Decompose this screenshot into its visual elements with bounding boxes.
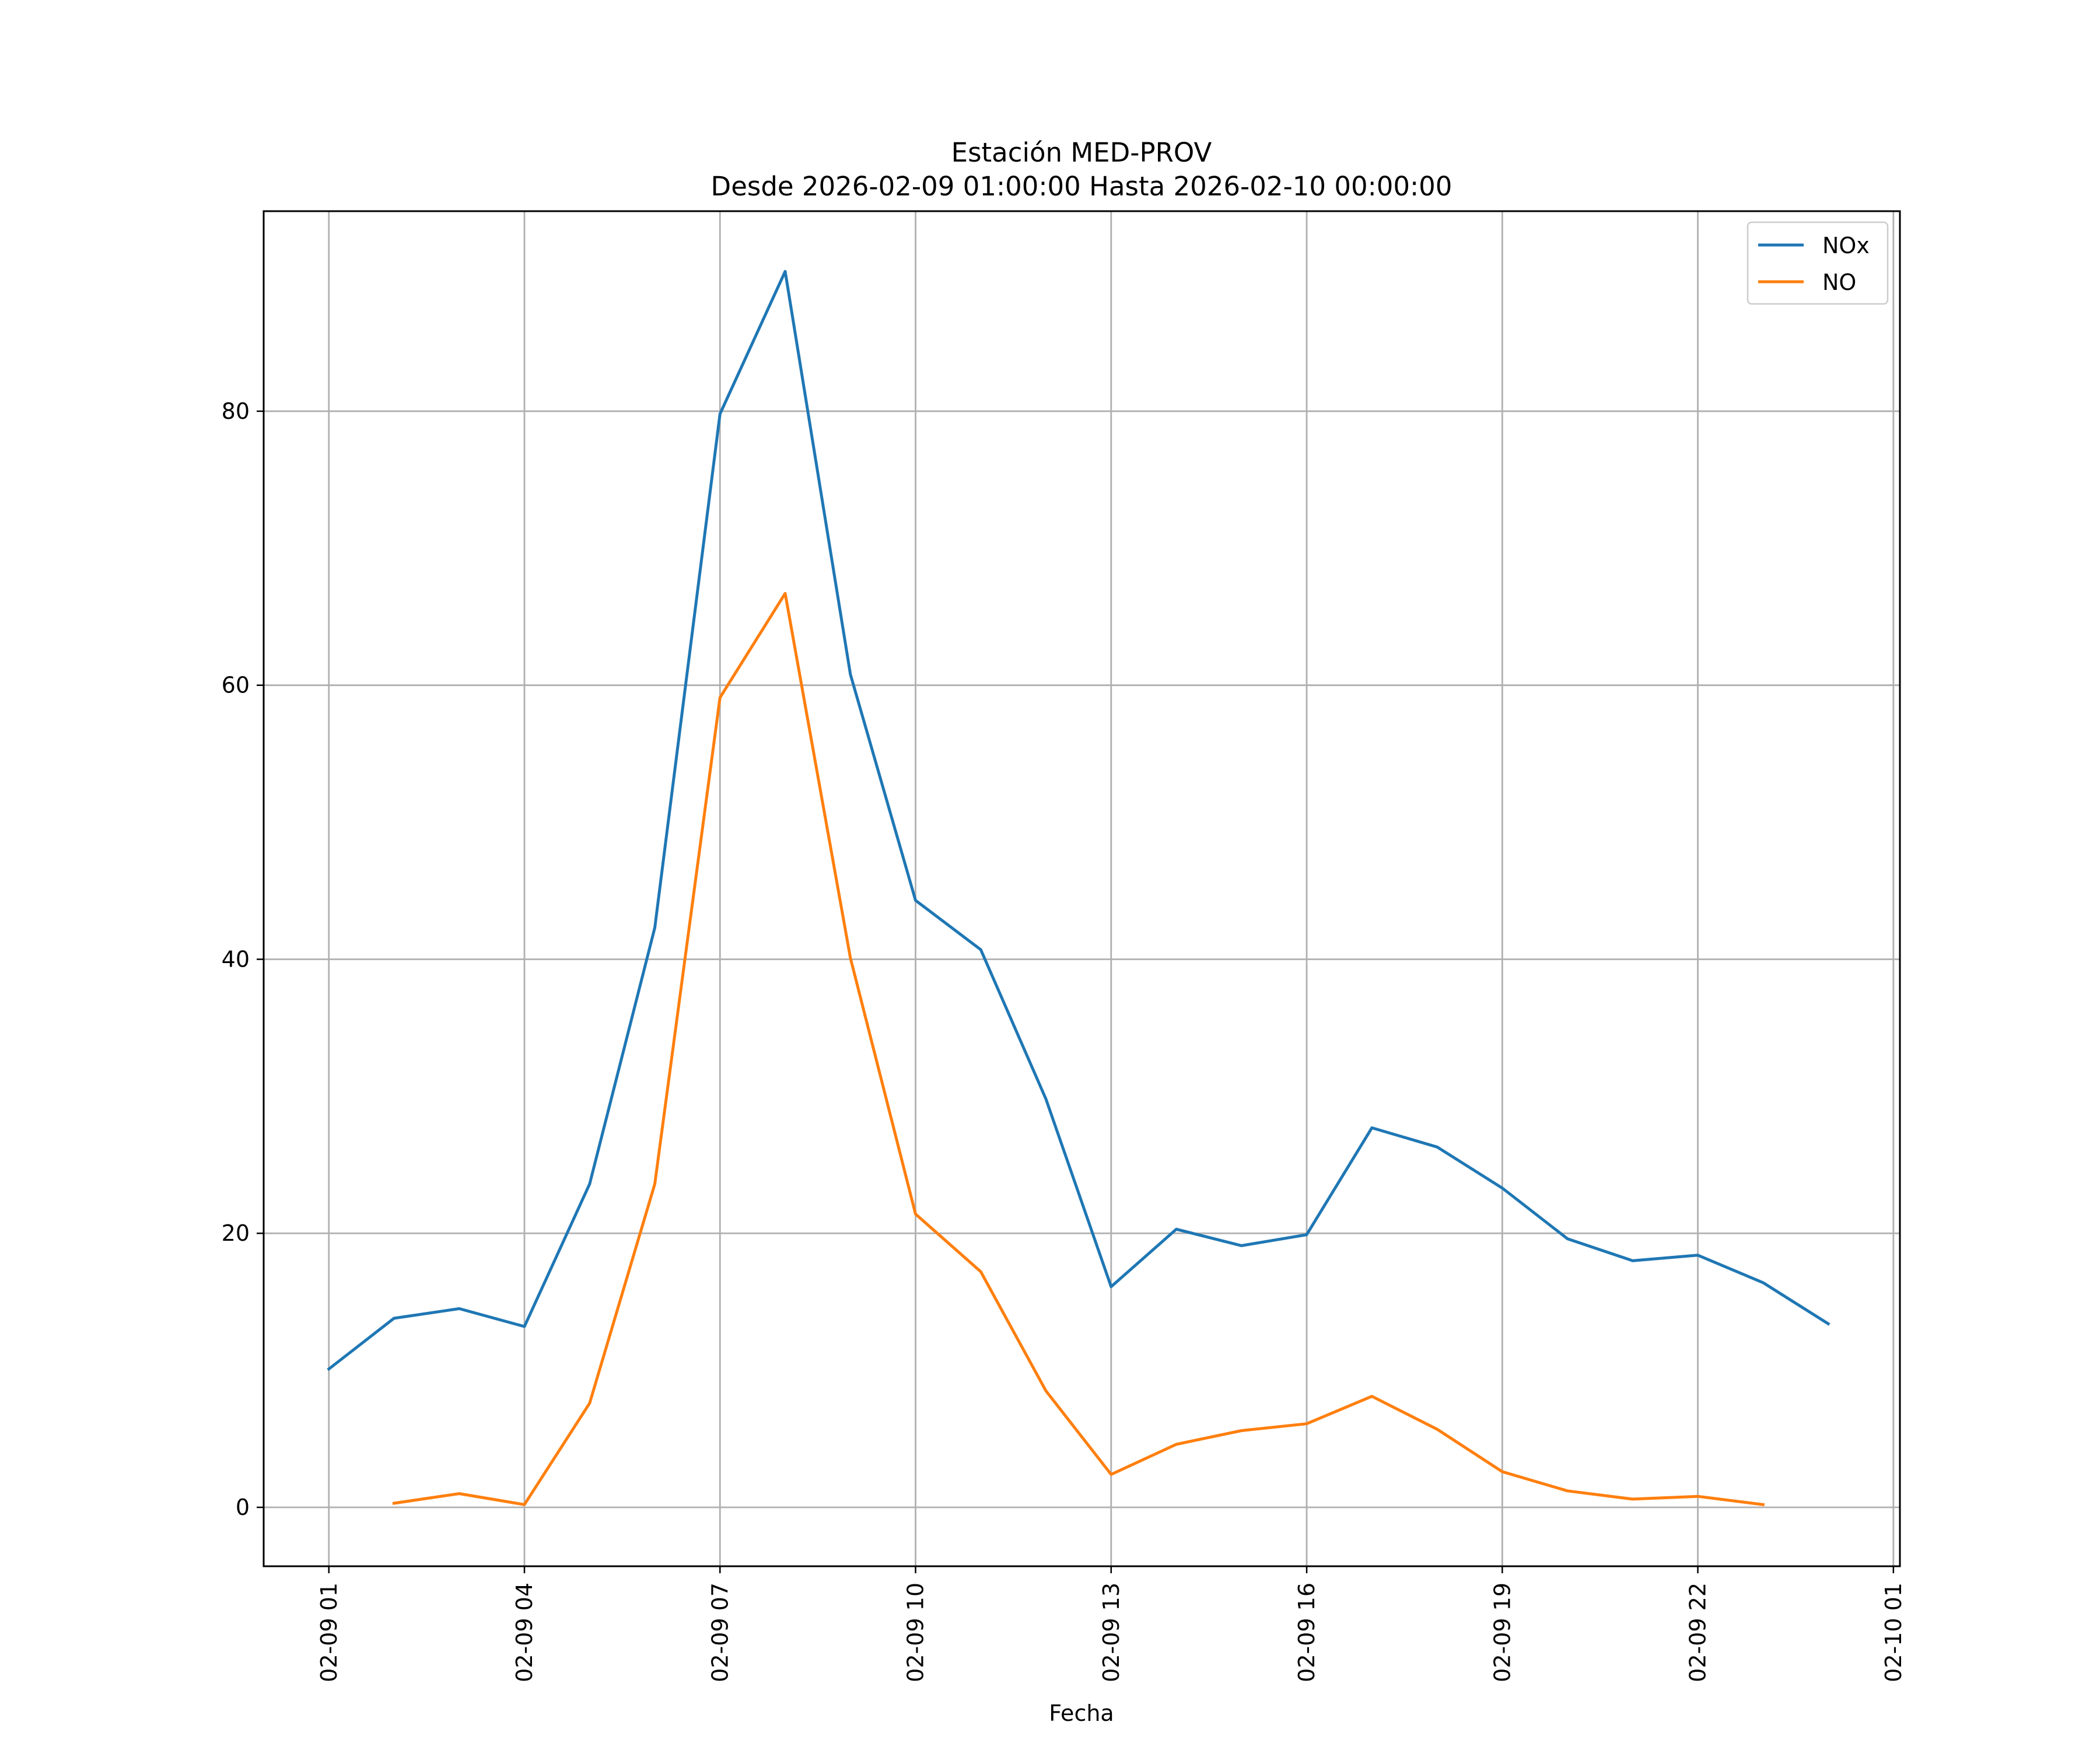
x-tick-label: 02-09 16 bbox=[1294, 1583, 1320, 1682]
series-lines bbox=[327, 270, 1831, 1507]
x-tick-label: 02-09 07 bbox=[707, 1583, 733, 1682]
grid-lines bbox=[264, 211, 1900, 1566]
chart-title-line-1: Estación MED-PROV bbox=[951, 137, 1212, 168]
x-tick-label: 02-09 19 bbox=[1489, 1583, 1515, 1682]
legend-label-no: NO bbox=[1822, 270, 1856, 295]
x-tick-label: 02-09 04 bbox=[512, 1583, 537, 1682]
series-line-no bbox=[392, 592, 1765, 1507]
y-tick-label: 0 bbox=[236, 1494, 250, 1520]
series-line-nox bbox=[327, 270, 1831, 1371]
legend-label-nox: NOx bbox=[1822, 233, 1870, 258]
x-tick-label: 02-10 01 bbox=[1881, 1583, 1906, 1682]
y-tick-label: 20 bbox=[222, 1220, 250, 1246]
legend: NOx NO bbox=[1746, 221, 1889, 305]
x-tick-label: 02-09 22 bbox=[1685, 1583, 1711, 1682]
axis-ticks: 0 20 40 60 80 02-09 01 02-09 04 02-09 07 02-09 1… bbox=[222, 398, 1906, 1682]
chart-title-line-2: Desde 2026-02-09 01:00:00 Hasta 2026-02-… bbox=[711, 171, 1452, 202]
legend-box bbox=[1746, 221, 1889, 305]
y-tick-label: 60 bbox=[222, 673, 250, 698]
x-tick-label: 02-09 10 bbox=[903, 1583, 929, 1682]
x-tick-label: 02-09 01 bbox=[316, 1583, 342, 1682]
y-tick-label: 80 bbox=[222, 398, 250, 424]
y-tick-label: 40 bbox=[222, 946, 250, 972]
x-axis-label: Fecha bbox=[1049, 1700, 1114, 1726]
plot-area-frame bbox=[262, 210, 1901, 1567]
x-tick-label: 02-09 13 bbox=[1098, 1583, 1124, 1682]
